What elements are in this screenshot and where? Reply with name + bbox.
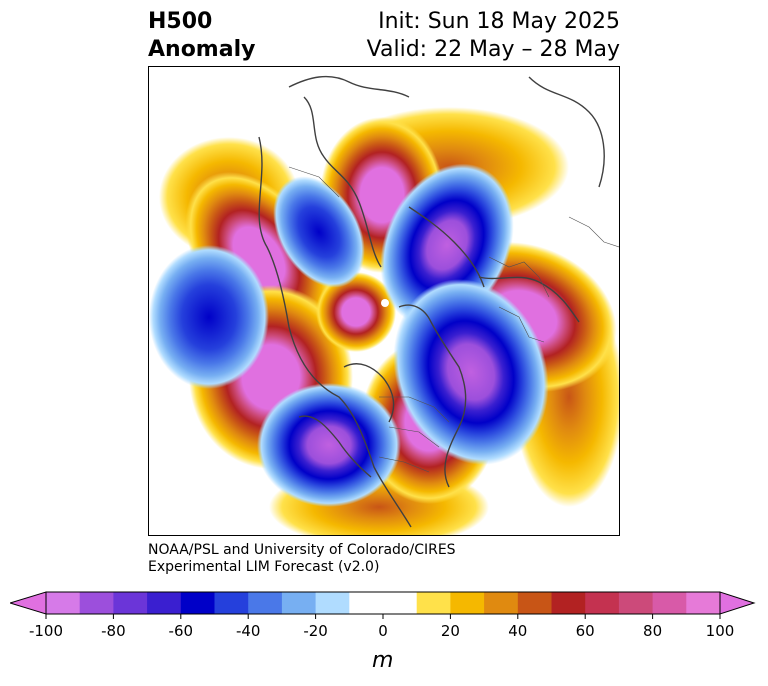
colorbar-level [517,592,552,614]
colorbar-tick-label: 0 [378,622,388,640]
positive-anomaly [316,272,396,352]
political-borders [288,166,619,473]
colorbar-level [147,592,182,614]
credit-line-1: NOAA/PSL and University of Colorado/CIRE… [148,542,456,558]
colorbar-tick-label: 80 [643,622,662,640]
colorbar-tick-label: -60 [169,622,194,640]
colorbar-tick-label: -20 [303,622,328,640]
forecast-dates: Init: Sun 18 May 2025 Valid: 22 May – 28… [367,8,620,64]
colorbar-level [46,592,81,614]
colorbar-tick-label: 60 [576,622,595,640]
colorbar-level [79,592,114,614]
colorbar-level [652,592,687,614]
title-line-2: Anomaly [148,37,256,62]
colorbar-tick-label: -40 [236,622,261,640]
colorbar-level [686,592,721,614]
colorbar-level [551,592,586,614]
colorbar-level [585,592,620,614]
colorbar-tick-label: -80 [101,622,126,640]
colorbar-tick-label: 100 [706,622,735,640]
negative-anomaly [257,383,401,507]
map-title: H500 Anomaly [148,8,255,64]
valid-range: Valid: 22 May – 28 May [366,37,620,62]
colorbar-level [113,592,148,614]
negative-anomaly [273,176,365,288]
colorbar-level [315,592,350,614]
negative-anomaly [149,245,269,389]
coastlines [258,75,605,528]
title-line-1: H500 [148,9,213,34]
colorbar-tick-label: -100 [29,622,63,640]
colorbar-tick-label: 40 [508,622,527,640]
colorbar-svg: -100 -80 -60 -40 -20 0 20 40 60 80 100 [8,591,756,640]
colorbar-level [450,592,485,614]
colorbar-level [248,592,283,614]
colorbar-level [383,592,418,614]
north-pole-marker [381,299,389,307]
anomaly-map [148,66,620,536]
colorbar-level [349,592,384,614]
anomaly-field [149,75,619,535]
colorbar-level [281,592,317,614]
colorbar-level [214,592,249,614]
colorbar-tick-label: 20 [441,622,460,640]
colorbar: -100 -80 -60 -40 -20 0 20 40 60 80 100 [8,590,758,646]
credit-text: NOAA/PSL and University of Colorado/CIRE… [148,542,456,576]
colorbar-level [180,592,215,614]
colorbar-level [484,592,519,614]
init-date: Init: Sun 18 May 2025 [378,9,620,34]
colorbar-level [416,592,451,614]
colorbar-min-arrow [8,591,47,615]
credit-line-2: Experimental LIM Forecast (v2.0) [148,559,380,575]
colorbar-level [618,592,654,614]
colorbar-max-arrow [719,591,756,615]
colorbar-units: m [372,648,394,673]
